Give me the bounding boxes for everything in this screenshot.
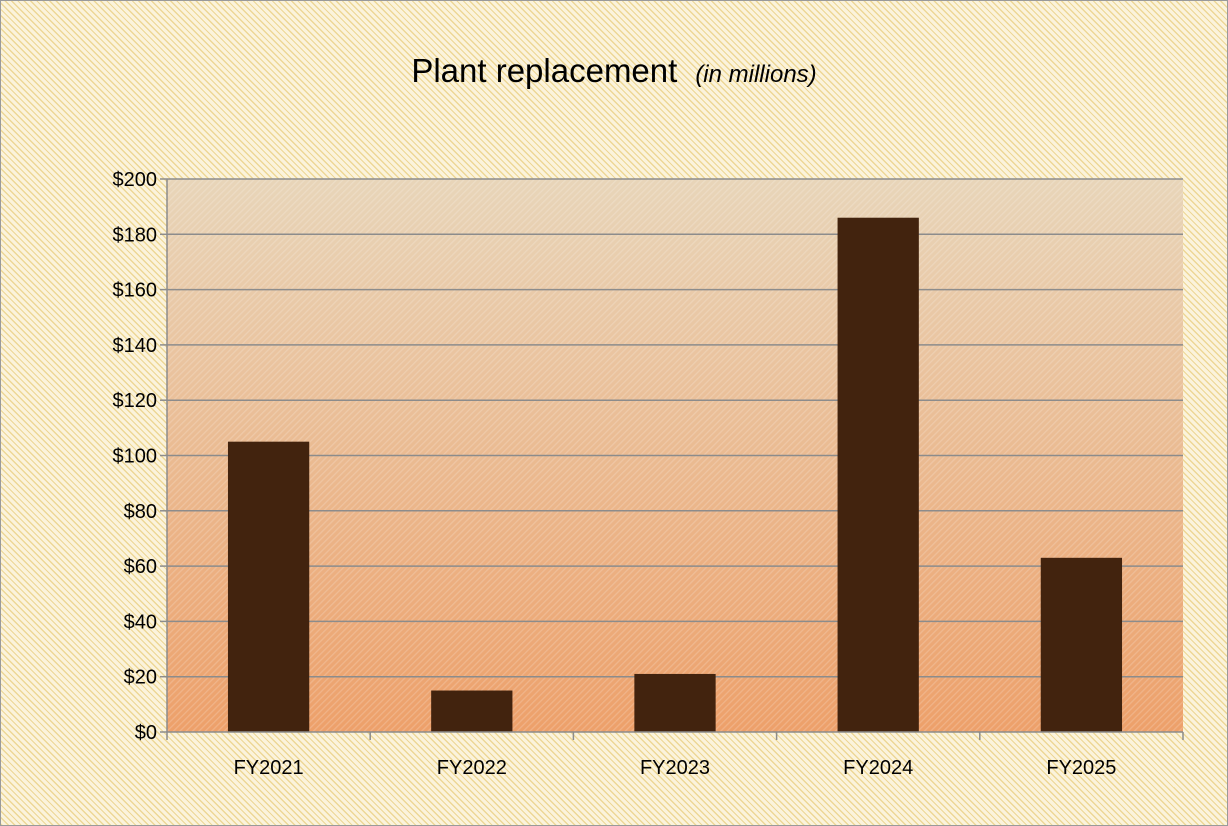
y-tick-label: $100	[113, 446, 158, 468]
bar-fy2023	[634, 673, 716, 732]
y-tick-label: $20	[124, 667, 157, 689]
bar-fy2021	[227, 441, 310, 732]
y-tick-label: $60	[124, 556, 157, 578]
y-tick-label: $160	[113, 280, 158, 302]
x-tick-label: FY2022	[437, 757, 507, 779]
bar-fy2024	[837, 217, 919, 732]
x-tick-label: FY2024	[843, 757, 913, 779]
y-tick-label: $0	[135, 722, 157, 744]
x-tick-label: FY2021	[234, 757, 304, 779]
chart-title: Plant replacement (in millions)	[0, 52, 1228, 90]
y-tick-label: $40	[124, 611, 157, 633]
y-tick-label: $120	[113, 390, 158, 412]
bar-fy2025	[1040, 557, 1123, 732]
y-tick-label: $200	[113, 169, 158, 191]
y-tick-label: $80	[124, 501, 157, 523]
bar-fy2022	[431, 690, 513, 732]
chart-title-main: Plant replacement	[411, 52, 678, 89]
x-tick-label: FY2025	[1046, 757, 1116, 779]
chart-subtitle: (in millions)	[695, 61, 817, 88]
x-tick-label: FY2023	[640, 757, 710, 779]
y-tick-label: $140	[113, 335, 158, 357]
y-tick-label: $180	[113, 224, 158, 246]
